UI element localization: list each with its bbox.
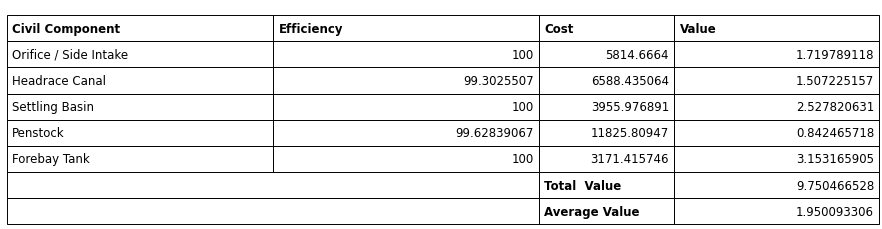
Text: Settling Basin: Settling Basin (12, 101, 94, 114)
Text: Average Value: Average Value (544, 205, 640, 218)
Text: Headrace Canal: Headrace Canal (12, 75, 107, 88)
Bar (675, 42, 879, 68)
Bar (675, 198, 879, 224)
Text: 0.842465718: 0.842465718 (796, 127, 874, 140)
Text: 100: 100 (512, 49, 534, 62)
Text: 99.62839067: 99.62839067 (455, 127, 534, 140)
Bar (539, 94, 675, 120)
Text: 1.950093306: 1.950093306 (796, 205, 874, 218)
Text: Cost: Cost (544, 23, 574, 35)
Bar (675, 172, 879, 198)
Bar (7, 68, 273, 94)
Text: Civil Component: Civil Component (12, 23, 121, 35)
Text: Orifice / Side Intake: Orifice / Side Intake (12, 49, 129, 62)
Text: Value: Value (680, 23, 716, 35)
Bar (539, 120, 675, 146)
Bar (675, 94, 879, 120)
Bar (273, 120, 539, 146)
Text: 5814.6664: 5814.6664 (606, 49, 669, 62)
Bar (539, 68, 675, 94)
Bar (7, 16, 273, 42)
Text: 100: 100 (512, 101, 534, 114)
Bar (273, 16, 539, 42)
Text: 9.750466528: 9.750466528 (796, 179, 874, 192)
Text: 3.153165905: 3.153165905 (796, 153, 874, 166)
Bar (7, 120, 273, 146)
Bar (7, 146, 273, 172)
Text: 6588.435064: 6588.435064 (591, 75, 669, 88)
Bar (539, 42, 675, 68)
Bar (273, 68, 539, 94)
Bar (675, 146, 879, 172)
Bar (7, 94, 273, 120)
Bar (273, 42, 539, 68)
Bar (539, 146, 675, 172)
Bar (675, 16, 879, 42)
Text: 99.3025507: 99.3025507 (463, 75, 534, 88)
Bar (539, 198, 675, 224)
Bar (273, 146, 539, 172)
Bar (539, 16, 675, 42)
Bar (7, 172, 539, 198)
Text: Forebay Tank: Forebay Tank (12, 153, 90, 166)
Bar (675, 68, 879, 94)
Bar (7, 42, 273, 68)
Text: 11825.80947: 11825.80947 (591, 127, 669, 140)
Text: Efficiency: Efficiency (279, 23, 343, 35)
Text: 100: 100 (512, 153, 534, 166)
Text: 2.527820631: 2.527820631 (796, 101, 874, 114)
Bar (7, 198, 539, 224)
Text: 3955.976891: 3955.976891 (591, 101, 669, 114)
Text: Penstock: Penstock (12, 127, 65, 140)
Bar (273, 94, 539, 120)
Text: 1.507225157: 1.507225157 (796, 75, 874, 88)
Bar (539, 172, 675, 198)
Text: 1.719789118: 1.719789118 (796, 49, 874, 62)
Bar (675, 120, 879, 146)
Text: 3171.415746: 3171.415746 (591, 153, 669, 166)
Text: Total  Value: Total Value (544, 179, 622, 192)
